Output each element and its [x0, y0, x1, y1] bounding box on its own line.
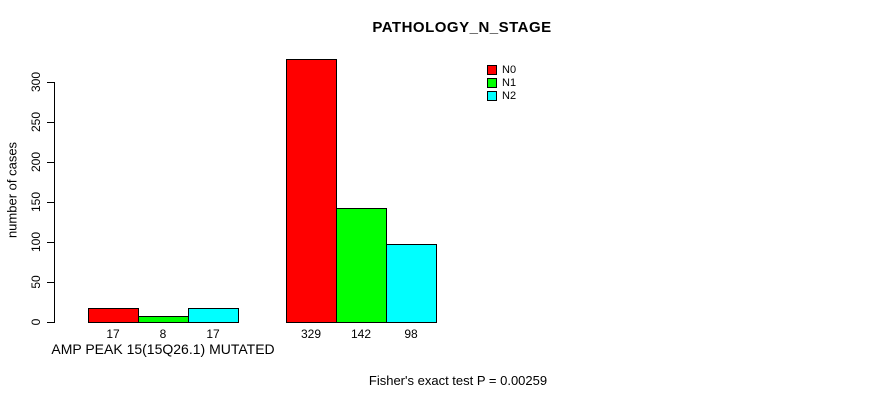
legend-label: N1	[502, 77, 517, 89]
legend-label: N0	[502, 64, 517, 76]
y-tick-mark	[47, 162, 54, 163]
legend-item-N1: N1	[487, 77, 516, 89]
bar-value-label: 17	[206, 327, 220, 341]
x-group-label: AMP PEAK 15(15Q26.1) MUTATED	[51, 341, 275, 357]
bar-N1-group1	[336, 208, 387, 323]
bar-N0-group1	[286, 59, 337, 323]
y-tick-mark	[47, 82, 54, 83]
bar-value-label: 17	[106, 327, 120, 341]
y-tick-mark	[47, 122, 54, 123]
bar-value-label: 142	[350, 327, 372, 341]
bar-value-label: 98	[404, 327, 418, 341]
y-tick-mark	[47, 202, 54, 203]
annotation-text: Fisher's exact test P = 0.00259	[368, 373, 548, 388]
legend-swatch-icon	[487, 65, 497, 75]
bar-value-label: 8	[159, 327, 167, 341]
legend-swatch-icon	[487, 91, 497, 101]
legend-label: N2	[502, 90, 517, 102]
bar-N1-group0	[138, 316, 189, 323]
y-tick-mark	[47, 322, 54, 323]
bar-value-label: 329	[300, 327, 322, 341]
y-tick-mark	[47, 282, 54, 283]
y-tick-mark	[47, 242, 54, 243]
bar-N0-group0	[88, 308, 139, 323]
y-axis-line	[54, 82, 55, 323]
chart-title: PATHOLOGY_N_STAGE	[372, 19, 552, 36]
legend-swatch-icon	[487, 78, 497, 88]
bar-N2-group0	[188, 308, 239, 323]
legend: N0 N1 N2	[487, 64, 516, 103]
legend-item-N0: N0	[487, 64, 516, 76]
bar-N2-group1	[386, 244, 437, 323]
legend-item-N2: N2	[487, 90, 516, 102]
